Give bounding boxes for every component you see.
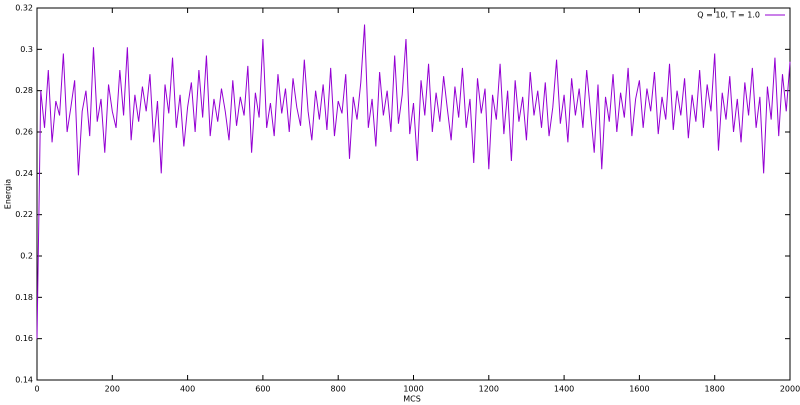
- y-tick-label: 0.32: [15, 4, 33, 13]
- data-line: [36, 24, 791, 339]
- x-tick-label: 1800: [705, 385, 725, 394]
- x-tick-label: 800: [331, 385, 346, 394]
- y-tick-label: 0.3: [20, 45, 33, 54]
- y-tick-label: 0.22: [15, 210, 33, 219]
- x-tick-label: 400: [180, 385, 195, 394]
- legend-label: Q = 10, T = 1.0: [697, 11, 760, 20]
- x-tick-label: 2000: [780, 385, 800, 394]
- x-tick-label: 200: [105, 385, 120, 394]
- x-tick-label: 0: [34, 385, 39, 394]
- y-tick-label: 0.18: [15, 293, 33, 302]
- x-axis-label: MCS: [403, 395, 421, 404]
- y-tick-label: 0.24: [15, 169, 33, 178]
- x-tick-label: 1600: [629, 385, 649, 394]
- x-tick-label: 600: [255, 385, 270, 394]
- y-tick-label: 0.14: [15, 376, 33, 385]
- x-tick-label: 1400: [554, 385, 574, 394]
- y-tick-label: 0.16: [15, 334, 33, 343]
- x-tick-label: 1200: [479, 385, 499, 394]
- y-axis-label: Energia: [4, 179, 13, 209]
- plot-border: [36, 7, 791, 381]
- y-tick-label: 0.2: [20, 252, 33, 261]
- y-tick-label: 0.26: [15, 128, 33, 137]
- y-tick-label: 0.28: [15, 86, 33, 95]
- x-tick-label: 1000: [403, 385, 423, 394]
